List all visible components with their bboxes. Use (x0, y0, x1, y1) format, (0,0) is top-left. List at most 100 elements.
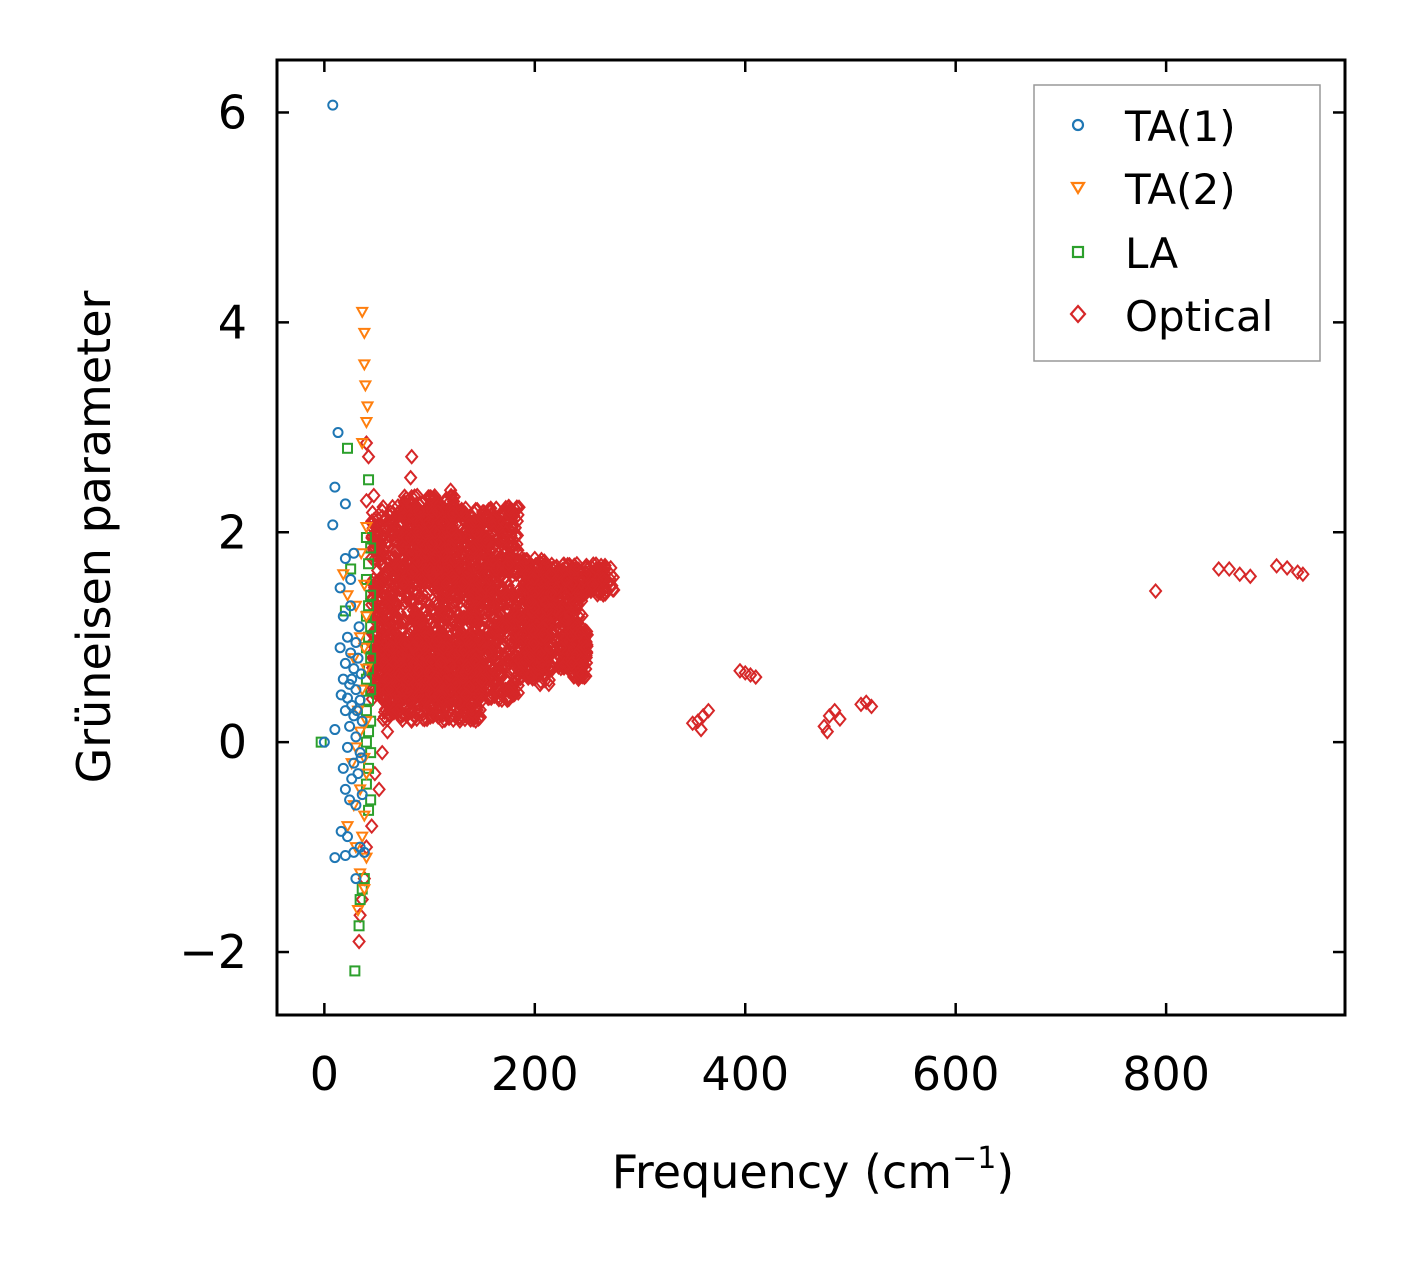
data-point (318, 736, 330, 748)
data-point (349, 965, 361, 977)
data-point-optical-dense (557, 609, 572, 627)
data-point-optical-dense (506, 507, 521, 524)
data-point (364, 818, 379, 835)
data-point (606, 581, 621, 599)
data-point-optical-dense (579, 566, 593, 583)
data-point (743, 666, 758, 684)
data-point-optical-dense (472, 631, 487, 648)
data-point-optical-dense (466, 648, 481, 665)
data-point-optical-dense (373, 551, 387, 568)
data-point-optical-dense (390, 609, 405, 626)
data-point (554, 639, 568, 656)
data-point (335, 689, 347, 701)
legend: TA(1) TA(2) LA Optical (1033, 84, 1321, 362)
data-point (459, 686, 474, 703)
data-point-optical-dense (466, 611, 481, 628)
data-point (833, 711, 847, 728)
data-point (359, 852, 374, 865)
data-point (355, 831, 369, 844)
data-point-optical-dense (390, 648, 405, 665)
data-point (359, 716, 374, 729)
data-point-optical-dense (404, 495, 419, 512)
data-point (345, 563, 357, 575)
data-point (522, 650, 537, 667)
data-point (356, 789, 368, 801)
data-point (357, 579, 372, 592)
data-point (404, 448, 419, 465)
data-point (365, 542, 377, 554)
data-point-optical-dense (435, 546, 449, 563)
data-point-optical-dense (555, 557, 570, 574)
data-point-optical-dense (406, 634, 421, 651)
data-point-optical-dense (394, 614, 409, 631)
data-point-optical-dense (422, 664, 437, 681)
data-point-optical-dense (495, 590, 510, 607)
data-point (363, 558, 375, 570)
data-point (348, 547, 360, 559)
data-point-optical-dense (390, 596, 405, 613)
data-point (336, 569, 350, 582)
x-axis-title: Frequency (cm−1) (612, 1141, 1015, 1199)
data-point-optical-dense (496, 616, 510, 633)
data-point-optical-dense (545, 622, 560, 639)
data-point (1148, 582, 1163, 600)
data-point-optical-dense (428, 550, 442, 567)
data-point-optical-dense (378, 599, 393, 616)
data-point-optical-dense (504, 559, 519, 576)
data-point-optical-dense (427, 687, 442, 704)
data-point (359, 522, 374, 535)
data-point-optical-dense (383, 561, 398, 578)
data-point-optical-dense (460, 564, 475, 581)
data-point-optical-dense (443, 538, 458, 556)
data-point (359, 611, 374, 624)
data-point-optical-dense (479, 532, 493, 550)
data-point-optical-dense (378, 701, 393, 718)
data-point-optical-dense (529, 558, 544, 575)
data-point (344, 678, 356, 690)
data-point (352, 933, 366, 950)
data-point-optical-dense (523, 640, 538, 657)
data-point (485, 539, 500, 557)
data-point-optical-dense (403, 692, 417, 710)
data-point-optical-dense (453, 693, 467, 711)
data-point-optical-dense (573, 651, 587, 669)
x-axis-title-suffix: ) (996, 1145, 1014, 1199)
data-point-optical-dense (466, 540, 481, 557)
data-point-optical-dense (375, 502, 390, 519)
legend-label-optical: Optical (1125, 292, 1273, 341)
data-point-optical-dense (474, 672, 489, 689)
legend-marker-optical (1069, 304, 1087, 324)
data-point (339, 657, 351, 669)
data-point (375, 744, 390, 761)
data-point-optical-dense (461, 630, 476, 648)
data-point-optical-dense (577, 630, 592, 647)
data-point-optical-dense (425, 699, 440, 716)
data-point (350, 873, 362, 885)
data-point (355, 306, 369, 319)
data-point-optical-dense (404, 704, 419, 722)
data-point (570, 555, 584, 572)
data-point-optical-dense (524, 594, 538, 611)
data-point-optical-dense (418, 601, 433, 618)
data-point (341, 631, 353, 643)
data-point-optical-dense (373, 616, 387, 633)
data-point (733, 662, 747, 679)
data-point-optical-dense (475, 618, 489, 635)
data-point-optical-dense (406, 602, 421, 619)
y-tick-label: 6 (218, 85, 247, 139)
data-point-optical-dense (439, 575, 454, 593)
data-point-optical-dense (410, 583, 424, 600)
data-point (403, 469, 418, 486)
data-point (327, 519, 339, 531)
data-point-optical-dense (395, 681, 410, 699)
data-point-optical-dense (487, 670, 501, 687)
data-point (391, 702, 405, 719)
data-point-optical-dense (438, 501, 453, 518)
data-point-optical-dense (385, 524, 400, 541)
data-point (496, 618, 511, 635)
data-point (475, 692, 489, 709)
data-point-optical-dense (453, 709, 468, 726)
data-point (347, 653, 361, 666)
data-point-optical-dense (483, 626, 498, 643)
data-point-optical-dense (386, 550, 400, 567)
